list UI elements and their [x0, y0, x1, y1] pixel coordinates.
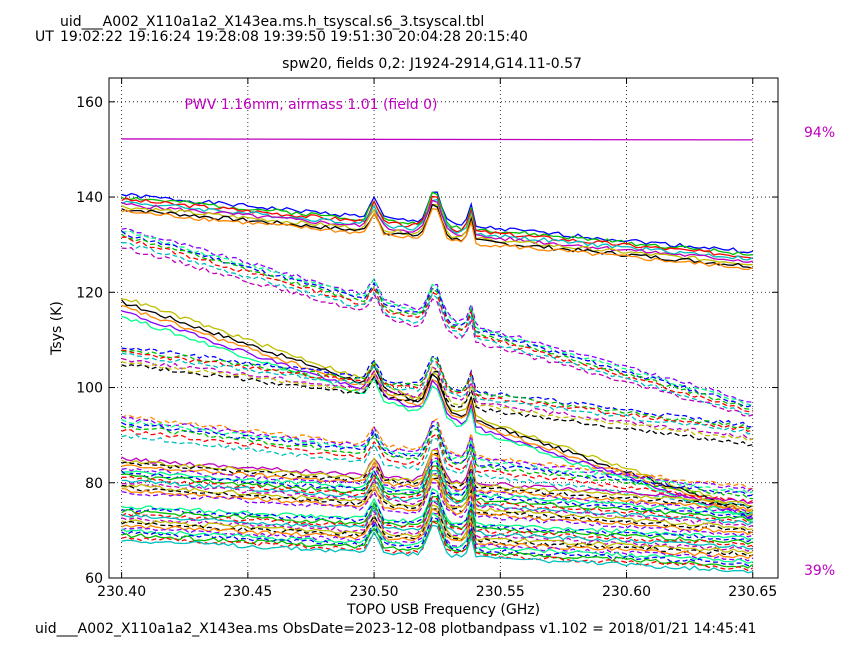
- series-group: [121, 191, 754, 574]
- series-line: [121, 449, 753, 507]
- series-line: [121, 500, 753, 550]
- series-line: [121, 236, 753, 413]
- x-tick-label: 230.55: [476, 584, 525, 600]
- series-line: [121, 495, 753, 548]
- series-line: [121, 242, 754, 417]
- series-line: [121, 428, 754, 504]
- footer-text: uid___A002_X110a1a2_X143ea.ms ObsDate=20…: [35, 621, 757, 637]
- ut-time: 19:28:08: [196, 29, 259, 45]
- y-tick-label: 100: [76, 381, 103, 397]
- series-line: [121, 512, 754, 562]
- atm-top-percent: 94%: [804, 125, 836, 141]
- x-tick-label: 230.40: [97, 584, 146, 600]
- chart-subtitle: spw20, fields 0,2: J1924-2914,G14.11-0.5…: [282, 56, 582, 72]
- series-line: [121, 315, 753, 522]
- series-line: [121, 469, 754, 526]
- y-axis-label: Tsys (K): [49, 301, 65, 355]
- series-line: [121, 504, 754, 555]
- series-line: [121, 414, 753, 490]
- series-line: [121, 352, 753, 435]
- series-line: [121, 492, 754, 543]
- series-line: [121, 477, 753, 534]
- series-line: [121, 465, 753, 521]
- ut-time: 20:15:40: [465, 29, 528, 45]
- series-line: [121, 203, 753, 269]
- series-line: [121, 199, 753, 263]
- y-tick-label: 80: [85, 476, 103, 492]
- series-line: [121, 230, 753, 407]
- series-line: [121, 516, 753, 567]
- ut-time: 20:04:28: [398, 29, 461, 45]
- series-line: [121, 350, 754, 430]
- series-line: [121, 465, 753, 524]
- ut-time: 19:51:30: [330, 29, 393, 45]
- y-tick-label: 120: [76, 285, 103, 301]
- series-line: [121, 512, 754, 564]
- x-tick-label: 230.45: [223, 584, 272, 600]
- series-line: [121, 304, 754, 517]
- series-line: [121, 453, 753, 512]
- ut-time: 19:02:22: [60, 29, 123, 45]
- series-line: [121, 524, 753, 574]
- x-axis-label: TOPO USB Frequency (GHz): [346, 602, 541, 618]
- series-line: [121, 473, 753, 531]
- series-line: [121, 207, 754, 271]
- plot-frame: [108, 77, 779, 579]
- atm-transmission-curve: [121, 138, 753, 141]
- series-line: [121, 457, 753, 514]
- series-line: [121, 347, 753, 428]
- series-line: [121, 233, 753, 410]
- series-line: [121, 520, 754, 569]
- series-line: [121, 299, 753, 516]
- series-line: [121, 419, 754, 495]
- ut-label: UT: [35, 29, 54, 45]
- series-line: [121, 227, 753, 403]
- series-line: [121, 415, 754, 492]
- series-line: [121, 520, 754, 572]
- series-line: [121, 452, 754, 509]
- atm-bottom-percent: 39%: [804, 563, 836, 579]
- series-line: [121, 461, 754, 519]
- series-line: [121, 247, 753, 417]
- y-tick-label: 160: [76, 95, 103, 111]
- series-line: [121, 487, 753, 540]
- x-tick-label: 230.65: [728, 584, 777, 600]
- y-tick-label: 60: [85, 571, 103, 587]
- series-line: [121, 508, 754, 560]
- ut-time: 19:39:50: [263, 29, 326, 45]
- table-title: uid___A002_X110a1a2_X143ea.ms.h_tsyscal.…: [60, 14, 485, 30]
- series-line: [121, 349, 753, 433]
- series-line: [121, 364, 753, 447]
- x-tick-label: 230.50: [350, 584, 399, 600]
- series-line: [121, 191, 753, 254]
- series-line: [121, 477, 754, 536]
- series-line: [121, 447, 753, 504]
- series-line: [121, 499, 754, 552]
- series-line: [121, 425, 753, 500]
- y-tick-label: 140: [76, 190, 103, 206]
- series-line: [121, 472, 754, 528]
- series-line: [121, 495, 754, 545]
- x-tick-label: 230.60: [602, 584, 651, 600]
- ut-time: 19:16:24: [128, 29, 191, 45]
- series-line: [121, 422, 753, 497]
- series-line: [121, 195, 753, 259]
- pwv-annotation: PWV 1.16mm, airmass 1.01 (field 0): [184, 97, 437, 113]
- series-line: [121, 433, 754, 509]
